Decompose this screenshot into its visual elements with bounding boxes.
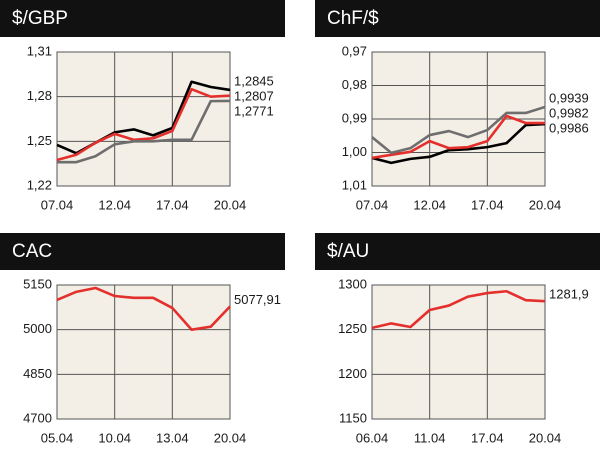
y-tick-label: 0,99 — [342, 110, 367, 125]
x-tick-label: 20.04 — [529, 430, 562, 445]
y-tick-label: 1,28 — [27, 88, 52, 103]
end-label: 1,2771 — [234, 103, 274, 118]
y-tick-label: 1,31 — [27, 43, 52, 58]
line-series — [56, 87, 231, 162]
end-label: 1,2845 — [234, 73, 274, 88]
x-tick-label: 20.04 — [214, 197, 247, 212]
plot-area — [371, 284, 546, 420]
end-label: 1281,9 — [549, 287, 589, 302]
plot-area — [56, 284, 231, 420]
end-label: 0,9982 — [549, 105, 589, 120]
plot-area — [56, 51, 231, 187]
y-tick-label: 5000 — [23, 321, 52, 336]
end-label: 0,9986 — [549, 120, 589, 135]
y-tick-label: 1,01 — [342, 177, 367, 192]
end-label: 0,9939 — [549, 90, 589, 105]
panel-title: $/AU — [327, 241, 369, 262]
line-series — [56, 286, 231, 331]
x-tick-label: 07.04 — [356, 197, 389, 212]
panel-title: $/GBP — [12, 8, 68, 29]
x-tick-label: 17.04 — [156, 197, 189, 212]
x-tick-label: 12.04 — [413, 197, 446, 212]
x-tick-label: 13.04 — [156, 430, 189, 445]
y-tick-label: 5150 — [23, 276, 52, 291]
end-label: 5077,91 — [234, 292, 281, 307]
x-tick-label: 12.04 — [98, 197, 131, 212]
x-tick-label: 11.04 — [414, 430, 446, 445]
y-tick-label: 1,25 — [27, 133, 52, 148]
panel-header — [0, 233, 285, 270]
x-tick-label: 10.04 — [98, 430, 131, 445]
y-tick-label: 1,00 — [342, 144, 367, 159]
panel-header — [315, 233, 600, 270]
panel-title: CAC — [12, 241, 52, 262]
line-series — [371, 105, 546, 155]
line-series — [57, 99, 231, 164]
y-tick-label: 1200 — [338, 366, 367, 381]
y-tick-label: 0,98 — [342, 77, 367, 92]
x-tick-label: 17.04 — [471, 430, 504, 445]
y-tick-label: 1,22 — [27, 177, 52, 192]
x-tick-label: 05.04 — [41, 430, 74, 445]
panel-header — [0, 0, 285, 37]
y-tick-label: 4700 — [23, 410, 52, 425]
x-tick-label: 17.04 — [471, 197, 504, 212]
y-tick-label: 4850 — [23, 366, 52, 381]
panel-title: ChF/$ — [327, 8, 379, 29]
y-tick-label: 0,97 — [342, 43, 367, 58]
y-tick-label: 1250 — [338, 321, 367, 336]
x-tick-label: 20.04 — [529, 197, 562, 212]
x-tick-label: 20.04 — [214, 430, 247, 445]
line-series — [371, 114, 545, 160]
end-label: 1,2807 — [234, 88, 274, 103]
line-series — [371, 289, 546, 330]
panel-header — [315, 0, 600, 37]
line-series — [371, 122, 546, 165]
x-tick-label: 07.04 — [41, 197, 74, 212]
x-tick-label: 06.04 — [356, 430, 389, 445]
y-tick-label: 1300 — [338, 276, 367, 291]
y-tick-label: 1150 — [339, 410, 367, 425]
